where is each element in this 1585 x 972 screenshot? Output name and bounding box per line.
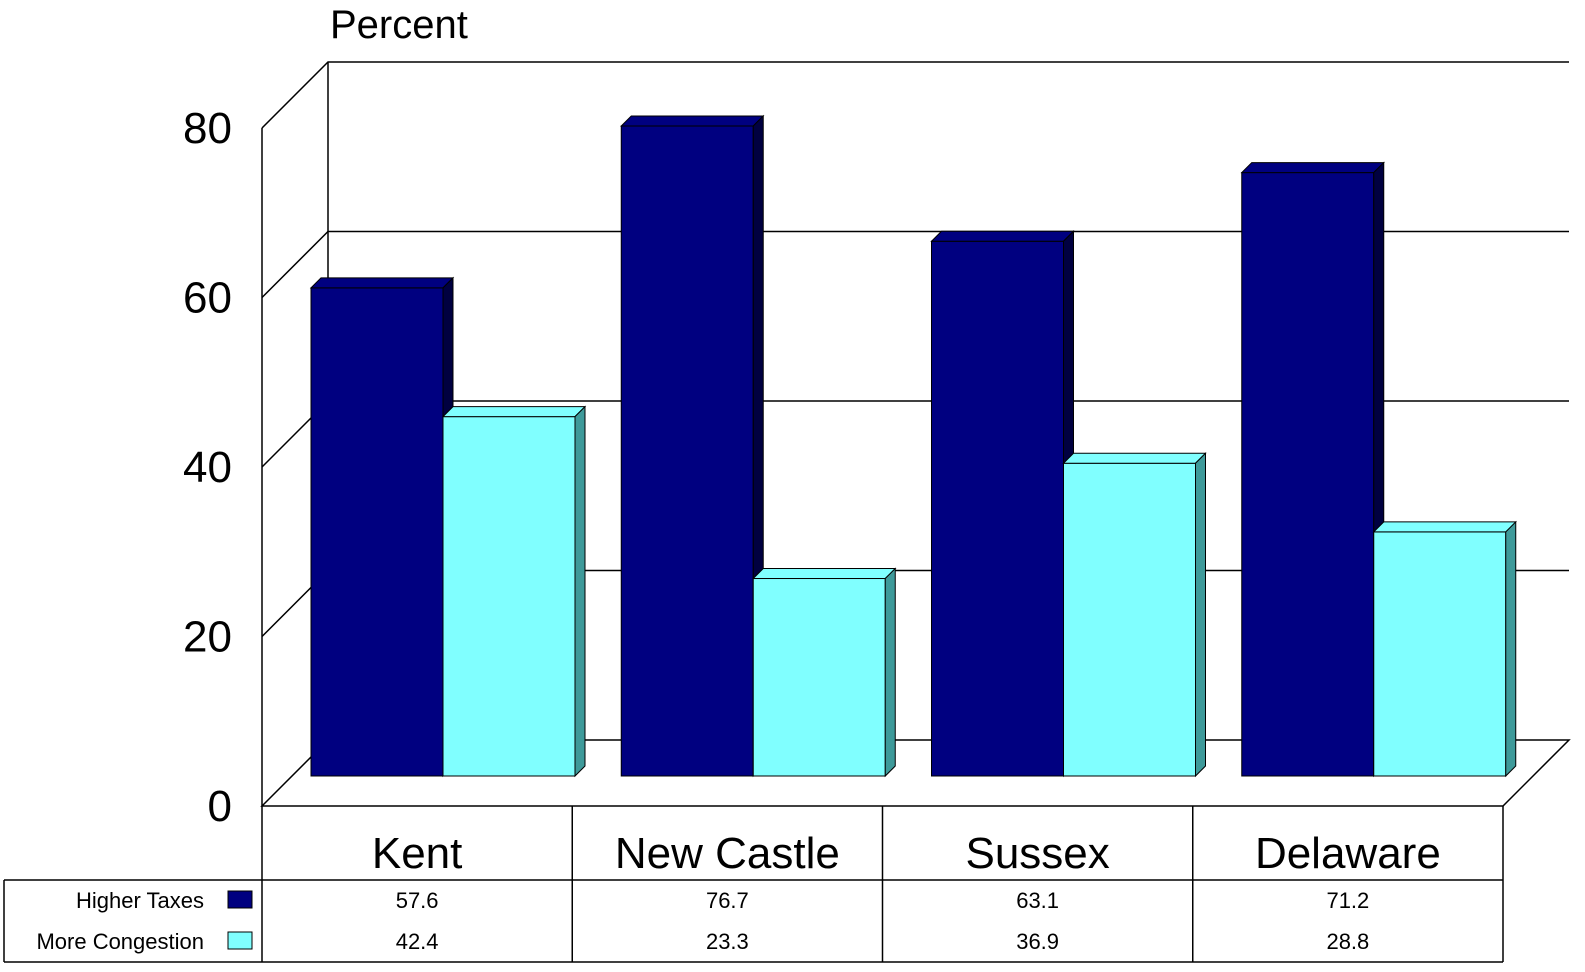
gridline: [261, 230, 1569, 299]
bar-s0-3-top: [1240, 162, 1385, 174]
bar-s0-2-top: [930, 230, 1075, 242]
data-label: 23.3: [706, 929, 749, 954]
bars: [309, 114, 1517, 778]
legend-label: Higher Taxes: [76, 888, 204, 913]
bar-s0-1-top: [620, 115, 765, 127]
category-label: Sussex: [965, 829, 1109, 878]
bar-s1-2-front: [1063, 462, 1196, 777]
bar-s1-1-top: [752, 568, 897, 580]
bar-s1-1-side: [884, 567, 896, 778]
legend-swatch: [227, 890, 253, 909]
bar-s1-2-side: [1195, 452, 1206, 778]
bar-s0-0-top: [309, 277, 455, 289]
data-label: 76.7: [706, 888, 749, 913]
bar-s1-3-top: [1372, 521, 1517, 533]
y-tick-label: 80: [183, 104, 232, 153]
bar-s0-2-front: [931, 240, 1064, 777]
category-label: Delaware: [1255, 829, 1441, 878]
data-table: Kent 57.6 42.4 New Castle 76.7 23.3 Sussex 63.1…: [3, 806, 1504, 963]
bar-s1-0-front: [442, 416, 576, 777]
bar-s0-0-front: [310, 287, 444, 777]
data-label: 71.2: [1326, 888, 1369, 913]
bar-s1-0-side: [574, 405, 586, 778]
bar-s0-3-front: [1241, 172, 1375, 777]
data-label: 63.1: [1016, 888, 1059, 913]
bar-s1-2-top: [1062, 452, 1207, 464]
data-label: 42.4: [396, 929, 439, 954]
bar-s1-3-side: [1505, 520, 1517, 778]
bar-s1-0-top: [441, 406, 587, 418]
category-label: Kent: [372, 829, 463, 878]
legend-swatch: [227, 931, 253, 950]
legend-label: More Congestion: [36, 929, 204, 954]
back-wall-top: [261, 61, 1569, 129]
bar-s1-1-front: [752, 578, 886, 777]
bar-s0-1-front: [620, 125, 754, 777]
y-tick-label: 60: [183, 274, 232, 323]
data-label: 36.9: [1016, 929, 1059, 954]
y-axis-title: Percent: [330, 3, 468, 47]
floor: [260, 739, 1571, 807]
y-axis: 0 20 40 60 80: [183, 104, 232, 831]
bar-s1-3-front: [1373, 531, 1507, 777]
category-label: New Castle: [615, 829, 840, 878]
y-tick-label: 40: [183, 443, 232, 492]
data-label: 28.8: [1326, 929, 1369, 954]
data-label: 57.6: [396, 888, 439, 913]
y-tick-label: 0: [208, 782, 232, 831]
y-tick-label: 20: [183, 613, 232, 662]
